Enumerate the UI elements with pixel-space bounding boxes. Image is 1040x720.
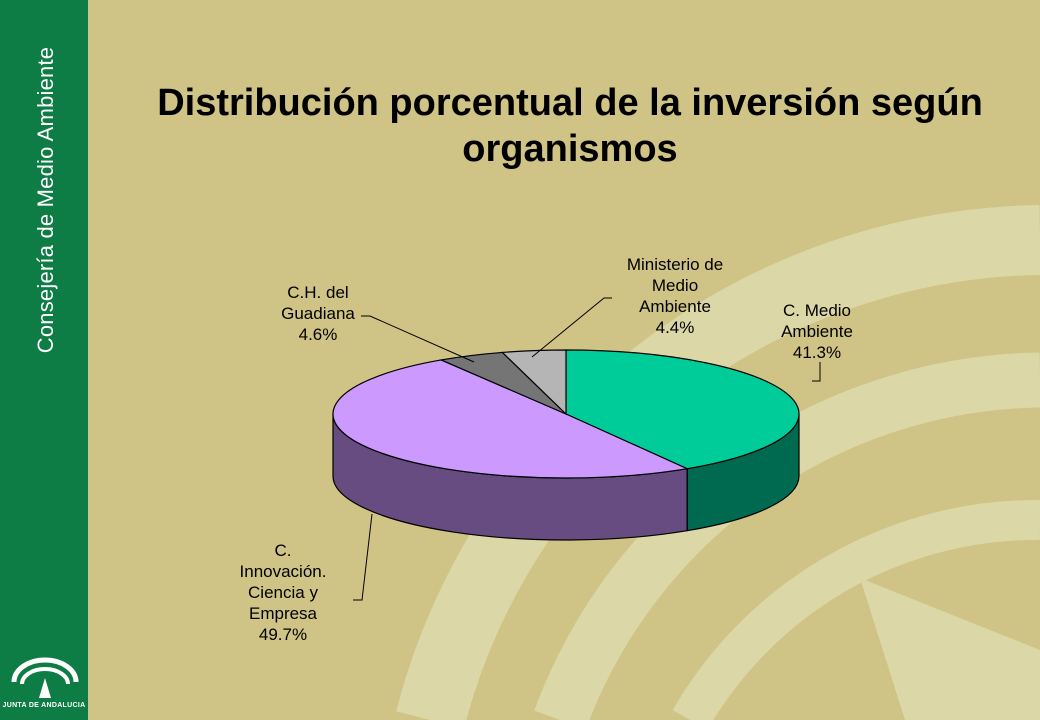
- leader-line: [361, 315, 475, 363]
- data-label-line: Ambiente: [639, 297, 711, 316]
- junta-andalucia-logo: [11, 657, 79, 698]
- slice-data-label: C.H. del Guadiana 4.6%: [281, 283, 355, 344]
- data-label-line: C.H. del: [287, 283, 348, 302]
- slice-data-label: C. Medio Ambiente 41.3%: [781, 301, 853, 362]
- data-label-line: 49.7%: [259, 625, 307, 644]
- data-label-line: 41.3%: [793, 343, 841, 362]
- leader-line: [353, 513, 373, 601]
- chart-title: Distribución porcentual de la inversión …: [157, 82, 983, 170]
- sidebar: Consejería de Medio Ambiente JUNTA DE AN…: [0, 0, 88, 720]
- slice-data-label: C. Innovación. Ciencia y Empresa 49.7%: [240, 541, 327, 644]
- data-label-line: Medio: [652, 276, 698, 295]
- data-label-line: 4.6%: [299, 325, 338, 344]
- data-label-line: Ambiente: [781, 322, 853, 341]
- pie-slice: [332, 359, 690, 479]
- data-label-line: C.: [275, 541, 292, 560]
- data-label-line: Guadiana: [281, 304, 355, 323]
- leader-line: [531, 297, 612, 358]
- logo-caption: JUNTA DE ANDALUCIA: [2, 702, 86, 709]
- pie-slice: [501, 349, 567, 416]
- slice-data-label: Ministerio de Medio Ambiente 4.4%: [627, 255, 723, 337]
- data-label-line: Ministerio de: [627, 255, 723, 274]
- data-label-line: 4.4%: [656, 318, 695, 337]
- pie-slice: [565, 349, 800, 470]
- data-label-line: Ciencia y: [248, 583, 318, 602]
- data-label-line: C. Medio: [783, 301, 851, 320]
- data-label-line: Empresa: [249, 604, 318, 623]
- data-label-line: Innovación.: [240, 562, 327, 581]
- leader-line: [812, 362, 821, 382]
